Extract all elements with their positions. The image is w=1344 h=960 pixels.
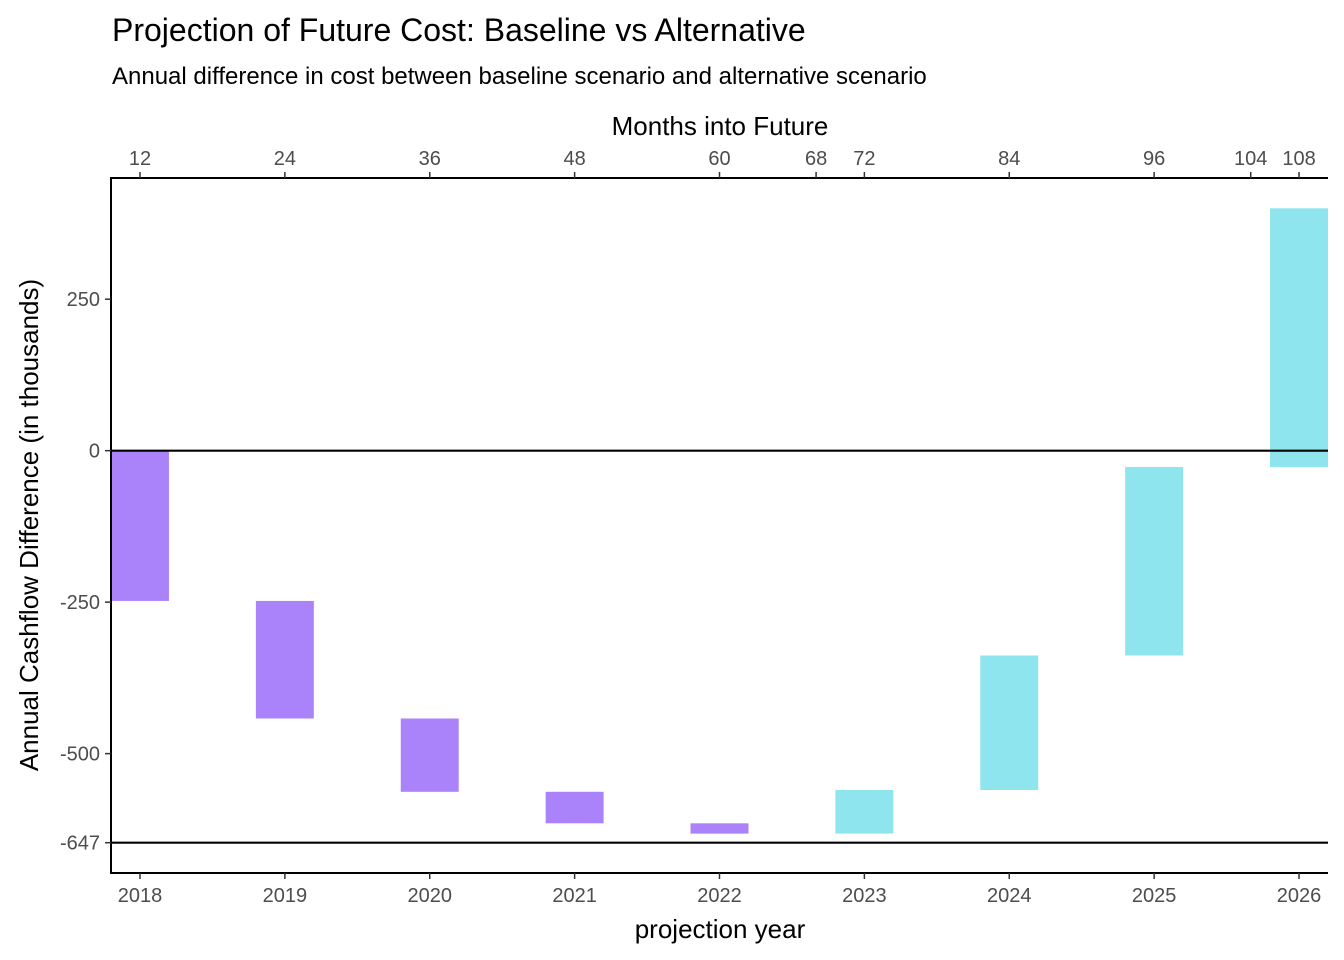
x-ticks-group: 2018 2019 2020 2021 2022 2023 2024 2025 2026 bbox=[118, 873, 1322, 907]
top-tick-label-84: 84 bbox=[998, 148, 1020, 170]
y-tick-label-neg647: -647 bbox=[60, 833, 100, 855]
x-axis-title: projection year bbox=[635, 914, 806, 944]
x-tick-label-2019: 2019 bbox=[263, 885, 308, 907]
top-tick-label-36: 36 bbox=[419, 148, 441, 170]
bar-2023 bbox=[835, 789, 894, 834]
x-tick-label-2026: 2026 bbox=[1277, 885, 1322, 907]
top-tick-label-108: 108 bbox=[1282, 148, 1315, 170]
top-axis-title: Months into Future bbox=[612, 111, 829, 141]
top-tick-label-12: 12 bbox=[129, 148, 151, 170]
plot-area: 250 0 -250 -500 -647 2018 2019 2020 2021 2022 202… bbox=[60, 148, 1328, 907]
x-tick-label-2025: 2025 bbox=[1132, 885, 1177, 907]
y-tick-label-250: 250 bbox=[67, 289, 100, 311]
top-tick-label-48: 48 bbox=[563, 148, 585, 170]
top-ticks-group: 12 24 36 48 60 68 72 84 96 104 108 bbox=[129, 148, 1316, 178]
reference-lines bbox=[111, 449, 1328, 844]
top-tick-label-104: 104 bbox=[1234, 148, 1267, 170]
y-tick-label-neg250: -250 bbox=[60, 592, 100, 614]
top-tick-label-96: 96 bbox=[1143, 148, 1165, 170]
bar-2020 bbox=[400, 718, 459, 792]
y-axis-title: Annual Cashflow Difference (in thousands… bbox=[14, 279, 44, 771]
y-tick-label-0: 0 bbox=[89, 441, 100, 463]
bar-2024 bbox=[980, 655, 1039, 790]
bar-2026 bbox=[1270, 208, 1328, 468]
top-tick-label-24: 24 bbox=[274, 148, 296, 170]
bar-2025 bbox=[1125, 467, 1184, 656]
x-tick-label-2024: 2024 bbox=[987, 885, 1032, 907]
x-tick-label-2023: 2023 bbox=[842, 885, 887, 907]
bar-2019 bbox=[255, 600, 314, 719]
x-tick-label-2020: 2020 bbox=[407, 885, 452, 907]
x-tick-label-2021: 2021 bbox=[552, 885, 597, 907]
x-tick-label-2022: 2022 bbox=[697, 885, 742, 907]
y-ticks-group: 250 0 -250 -500 -647 bbox=[60, 289, 111, 855]
bar-2022 bbox=[690, 823, 749, 834]
top-tick-label-72: 72 bbox=[853, 148, 875, 170]
top-tick-label-60: 60 bbox=[708, 148, 730, 170]
bar-2018 bbox=[111, 450, 169, 601]
bar-2021 bbox=[545, 791, 604, 824]
bars-group bbox=[111, 208, 1328, 834]
chart-title: Projection of Future Cost: Baseline vs A… bbox=[112, 12, 806, 48]
y-tick-label-neg500: -500 bbox=[60, 744, 100, 766]
chart-subtitle: Annual difference in cost between baseli… bbox=[112, 63, 927, 90]
top-tick-label-68: 68 bbox=[805, 148, 827, 170]
x-tick-label-2018: 2018 bbox=[118, 885, 163, 907]
